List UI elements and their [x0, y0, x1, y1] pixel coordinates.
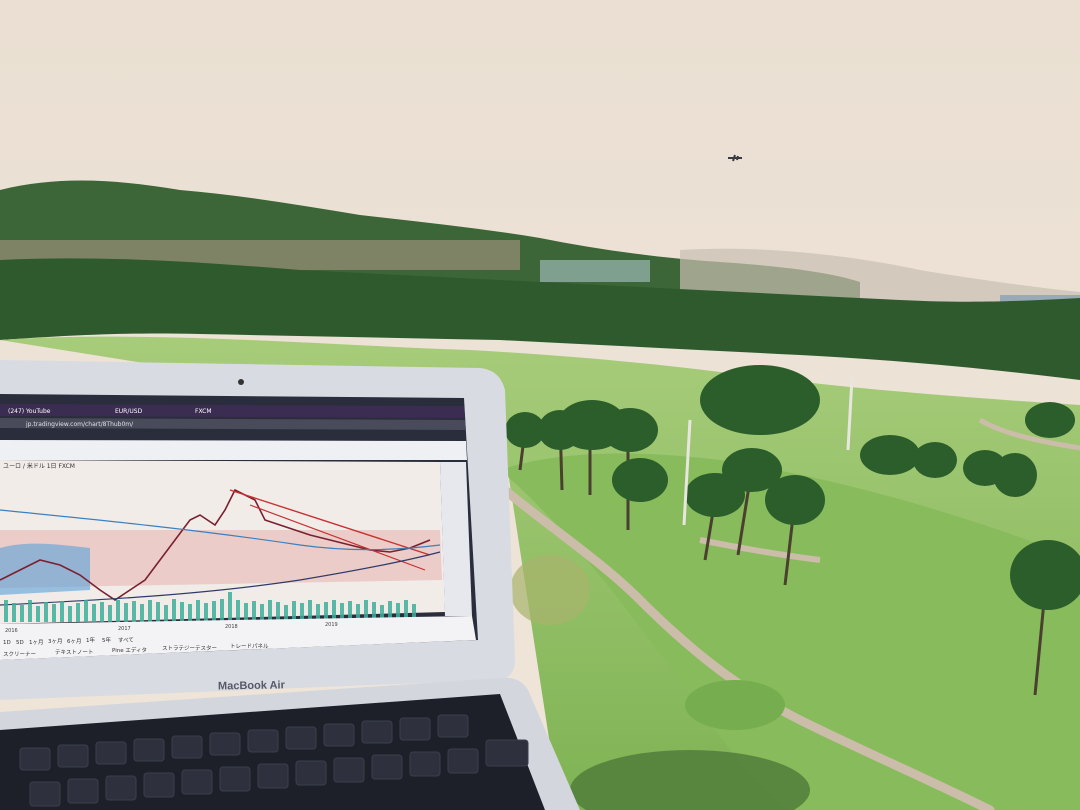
light-poles	[682, 377, 854, 526]
cart-path-right	[978, 417, 1080, 451]
building-block	[540, 260, 650, 282]
chart-trendline-2	[249, 504, 426, 571]
browser-tab-youtube[interactable]: (247) YouTube	[8, 408, 51, 415]
cart-path	[500, 485, 995, 810]
chart-trendline-1	[229, 489, 431, 556]
foreground-bush	[570, 750, 810, 810]
timeframe-buttons: 1D 5D 1ヶ月 3ヶ月 6ヶ月 1年 5年 すべて	[3, 636, 134, 646]
chart-ma-line	[0, 509, 441, 551]
putting-green	[685, 680, 785, 730]
cart-path-branch	[699, 537, 821, 563]
tab-screener[interactable]: スクリーナー	[3, 651, 36, 658]
tradingview-toolbar	[0, 440, 467, 460]
timeframe-all[interactable]: すべて	[118, 637, 134, 644]
chart-price-line	[0, 488, 431, 601]
chart-band-blue	[0, 543, 90, 595]
timeframe-5y[interactable]: 5年	[102, 636, 111, 644]
bottom-panel-tabs: スクリーナー テキストノート Pine エディタ ストラテジーテスター トレード…	[3, 643, 269, 658]
chart-symbol-label: ユーロ / 米ドル 1日 FXCM	[3, 462, 75, 470]
camera-icon	[238, 379, 244, 385]
tradingview-bottom-panel	[0, 616, 476, 660]
palm-crowns	[505, 365, 1080, 610]
browser-tab-bar	[0, 404, 465, 418]
year-label-2017: 2017	[118, 626, 131, 632]
year-label-2016: 2016	[5, 628, 18, 634]
timeframe-1m[interactable]: 1ヶ月	[29, 639, 44, 646]
keyboard-keys	[19, 714, 529, 807]
far-mountains	[680, 248, 1080, 305]
fairway-lower	[500, 453, 1080, 810]
tab-pine-editor[interactable]: Pine エディタ	[112, 646, 147, 654]
timeframe-3m[interactable]: 3ヶ月	[48, 638, 63, 645]
timeframe-6m[interactable]: 6ヶ月	[67, 638, 82, 645]
timeframe-1y[interactable]: 1年	[86, 636, 95, 644]
tab-strategy-tester[interactable]: ストラテジーテスター	[162, 644, 217, 652]
timeframe-5d[interactable]: 5D	[16, 640, 24, 646]
worn-patch	[510, 555, 590, 625]
chart-band-pink	[0, 530, 442, 588]
chart-ma-line-2	[0, 551, 441, 606]
timeframe-1d[interactable]: 1D	[3, 640, 11, 646]
tree-belt	[0, 258, 1080, 380]
browser-tab-eurusd[interactable]: EUR/USD	[115, 408, 143, 415]
tab-text-notes[interactable]: テキストノート	[55, 649, 93, 656]
airplane-icon	[728, 154, 742, 162]
macbook-air-logo: MacBook Air	[218, 679, 286, 692]
chart-volume-bars	[4, 592, 416, 622]
year-label-2018: 2018	[225, 624, 238, 630]
browser-address-bar	[0, 418, 466, 430]
browser-tab-fxcm[interactable]: FXCM	[195, 408, 212, 415]
chart-price-scale	[440, 462, 472, 616]
year-label-2019: 2019	[325, 622, 338, 628]
tab-trade-panel[interactable]: トレードパネル	[230, 643, 269, 650]
browser-url[interactable]: jp.tradingview.com/chart/8Thub0m/	[25, 421, 134, 428]
